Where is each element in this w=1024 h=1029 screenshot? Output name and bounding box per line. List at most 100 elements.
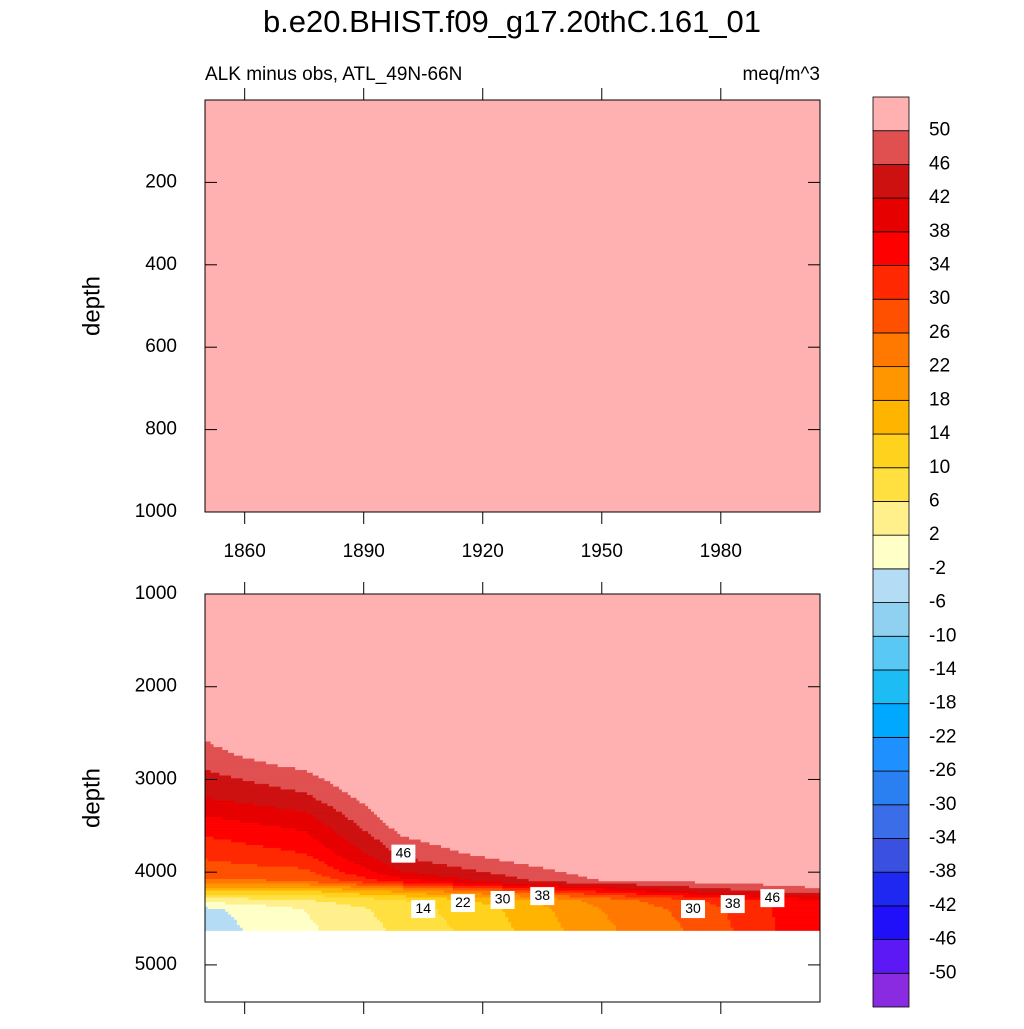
contour-cell [700,781,821,785]
contour-cell [449,847,503,852]
contour-cell [204,431,305,435]
contour-cell [303,881,319,884]
contour-cell [601,174,702,178]
contour-cell [403,839,422,843]
contour-cell [700,729,821,734]
contour-cell [403,249,503,253]
contour-cell [601,416,702,420]
contour-cell [204,836,214,840]
contour-cell [601,449,702,453]
contour-cell [315,871,346,875]
contour-cell [775,917,821,921]
contour-cell [502,676,602,681]
contour-cell [303,144,404,148]
contour-cell [601,240,702,244]
contour-cell [260,822,305,827]
contour-cell [403,213,503,217]
contour-cell [204,718,305,722]
contour-cell [601,258,702,262]
contour-cell [700,150,821,154]
contour-cell [601,275,702,280]
y-tick-label: 3000 [135,768,177,789]
contour-cell [403,724,503,728]
contour-cell [403,359,503,363]
contour-cell [204,885,305,889]
contour-cell [601,362,702,366]
contour-cell [403,803,503,807]
contour-cell [700,470,821,474]
contour-cell [204,275,305,280]
contour-cell [303,278,404,283]
contour-cell [502,505,602,510]
contour-cell [700,786,821,790]
contour-cell [303,638,404,642]
contour-cell [303,808,337,813]
contour-cell [700,317,821,322]
contour-cell [379,839,404,843]
contour-cell [324,861,354,865]
contour-cell [303,847,331,852]
contour-cell [303,171,404,175]
contour-cell [204,222,305,226]
contour-cell [204,902,226,905]
contour-cell [318,839,349,843]
contour-cell [557,919,602,923]
contour-cell [303,828,334,832]
contour-cell [499,858,503,862]
contour-cell [601,792,702,796]
contour-cell [303,413,404,417]
contour-cell [601,828,702,832]
contour-cell [502,272,602,277]
contour-cell [303,365,404,369]
contour-cell [700,425,821,429]
contour-cell [204,329,305,334]
contour-cell [204,755,244,759]
contour-cell [204,493,305,498]
contour-cell [502,159,602,163]
contour-cell [403,171,503,175]
contour-cell [601,458,702,462]
contour-cell [403,864,448,868]
contour-cell [601,658,702,663]
contour-cell [700,219,821,223]
contour-cell [444,890,497,894]
contour-cell [204,876,305,880]
contour-cell [371,833,401,838]
contour-cell [403,871,419,875]
contour-cell [204,461,305,465]
contour-cell [303,440,404,444]
plot-frame [204,593,821,1003]
contour-cell [601,747,702,751]
contour-cell [303,428,404,432]
contour-cell [601,317,702,322]
contour-cell [700,231,821,235]
contour-cell [502,850,602,854]
contour-cell [306,911,375,915]
contour-cell [403,475,503,480]
contour-cell [601,228,702,232]
contour-cell [700,323,821,328]
contour-cell [700,724,821,728]
contour-cell [204,165,305,169]
contour-cell [700,599,821,604]
contour-cell [280,847,305,852]
contour-cell [324,895,404,898]
contour-cell [700,308,821,313]
contour-cell [303,204,404,208]
contour-cell [341,856,375,860]
contour-cell [636,892,690,896]
contour-cell [303,159,404,163]
contour-cell [403,750,503,754]
contour-cell [700,694,821,698]
contour-cell [303,320,404,325]
contour-cell [303,605,404,609]
contour-cell [204,797,214,801]
contour-cell [341,789,404,793]
contour-cell [403,458,503,462]
contour-cell [204,850,296,854]
contour-cell [505,911,556,915]
contour-cell [601,845,702,849]
contour-cell [204,398,305,402]
contour-cell [204,667,305,672]
contour-cell [303,177,404,181]
